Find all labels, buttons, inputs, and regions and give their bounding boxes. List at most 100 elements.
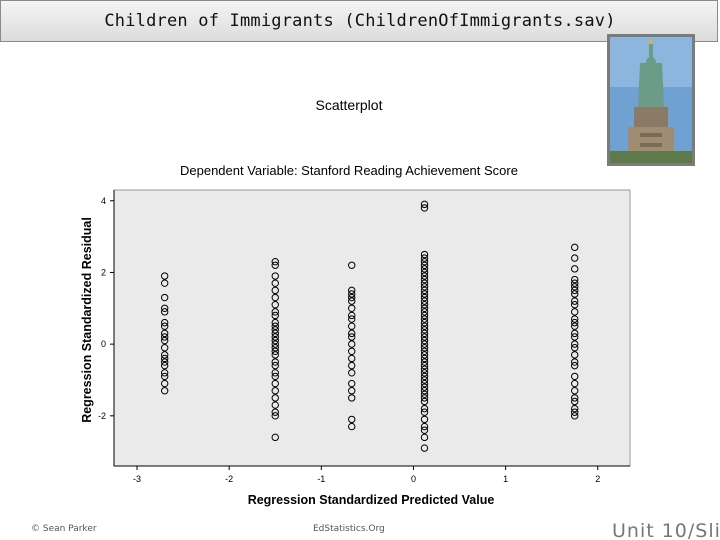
data-points <box>160 200 579 452</box>
scatter-point <box>571 279 579 287</box>
scatter-point <box>420 283 429 291</box>
scatter-point <box>160 344 169 352</box>
scatter-point <box>420 333 429 341</box>
scatter-point <box>160 318 169 327</box>
scatter-point <box>420 261 429 269</box>
scatter-point <box>571 358 579 366</box>
scatter-point <box>571 404 579 413</box>
scatter-point <box>160 279 169 287</box>
scatter-point <box>571 361 579 370</box>
scatter-point <box>571 265 579 273</box>
x-axis-label: Regression Standardized Predicted Value <box>248 493 495 507</box>
x-tick-label: 0 <box>411 474 416 484</box>
scatter-point <box>420 340 429 348</box>
scatter-point <box>271 333 279 341</box>
scatter-point <box>160 322 169 330</box>
scatter-point <box>348 369 356 377</box>
scatter-point <box>160 358 169 366</box>
scatter-point <box>271 387 279 395</box>
scatter-point <box>271 293 279 302</box>
y-tick-label: 2 <box>101 267 106 277</box>
scatter-point <box>420 426 429 434</box>
scatter-point <box>420 397 429 406</box>
x-tick-label: -1 <box>317 474 325 484</box>
scatter-point <box>271 286 279 295</box>
scatter-point <box>420 297 429 305</box>
scatter-point <box>160 379 169 388</box>
scatter-point <box>271 340 279 348</box>
scatter-point <box>571 351 579 359</box>
scatter-point <box>271 372 279 381</box>
scatter-point <box>271 336 279 345</box>
scatter-point <box>271 369 279 377</box>
scatter-point <box>271 394 279 402</box>
scatter-point <box>420 318 429 327</box>
scatter-point <box>348 315 356 323</box>
scatter-point <box>271 433 279 442</box>
slide-title-bar: Children of Immigrants (ChildrenOfImmigr… <box>0 0 718 42</box>
scatter-point <box>571 372 579 381</box>
x-tick-label: 1 <box>503 474 508 484</box>
scatter-point <box>420 308 429 316</box>
scatter-point <box>271 257 279 266</box>
scatter-point <box>420 254 429 262</box>
scatter-point <box>160 308 169 316</box>
scatter-point <box>420 315 429 323</box>
scatter-point <box>420 322 429 330</box>
scatter-point <box>348 394 356 402</box>
scatter-point <box>348 415 356 424</box>
scatter-point <box>571 322 579 330</box>
scatter-point <box>420 279 429 287</box>
y-axis-label: Regression Standardized Residual <box>80 217 94 423</box>
scatter-point <box>420 272 429 280</box>
scatter-point <box>571 301 579 309</box>
scatter-point <box>271 329 279 338</box>
scatter-point <box>348 347 356 355</box>
scatter-point <box>420 422 429 431</box>
scatter-point <box>271 322 279 330</box>
scatter-point <box>271 347 279 355</box>
x-tick-label: -2 <box>225 474 233 484</box>
scatter-point <box>420 415 429 424</box>
scatter-point <box>420 257 429 266</box>
scatter-point <box>420 290 429 298</box>
scatter-point <box>420 301 429 309</box>
scatter-point <box>420 326 429 334</box>
scatter-point <box>271 344 279 352</box>
scatter-point <box>160 372 169 381</box>
scatter-point <box>271 261 279 269</box>
footer-slide-number: Unit 10/Slide <box>612 520 720 540</box>
scatter-point <box>271 408 279 416</box>
scatter-point <box>420 444 429 452</box>
scatter-point <box>420 372 429 381</box>
scatter-point <box>571 290 579 298</box>
statue-of-liberty-photo <box>607 34 695 166</box>
scatter-point <box>160 354 169 363</box>
scatter-point <box>571 315 579 323</box>
scatter-point <box>271 279 279 287</box>
scatter-point <box>571 283 579 291</box>
scatter-point <box>420 351 429 359</box>
scatter-point <box>571 329 579 338</box>
scatter-point <box>271 311 279 320</box>
scatter-point <box>571 387 579 395</box>
scatter-point <box>420 390 429 399</box>
scatter-point <box>160 387 169 395</box>
scatter-point <box>348 322 356 330</box>
scatter-point <box>348 304 356 312</box>
scatter-point <box>160 369 169 377</box>
scatter-point <box>348 293 356 302</box>
scatter-point <box>420 354 429 363</box>
scatter-point <box>420 344 429 352</box>
scatter-point <box>348 387 356 395</box>
scatter-point <box>420 376 429 384</box>
scatter-point <box>571 408 579 416</box>
footer-copyright: © Sean Parker <box>31 524 97 534</box>
scatter-point <box>420 304 429 312</box>
scatter-point <box>571 286 579 295</box>
scatter-point <box>160 304 169 312</box>
x-tick-label: -3 <box>133 474 141 484</box>
scatter-point <box>420 387 429 395</box>
scatter-point <box>571 397 579 406</box>
